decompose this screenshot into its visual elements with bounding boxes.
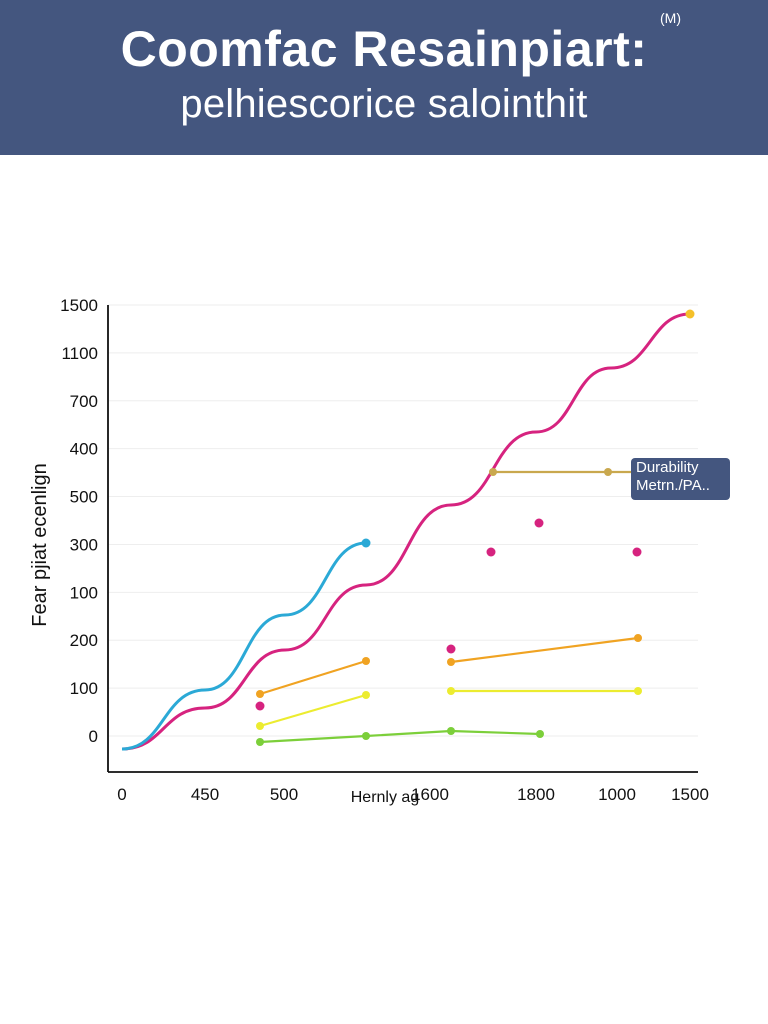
x-tick-label: 450 [191, 785, 219, 804]
y-tick-label: 400 [70, 440, 98, 459]
data-point [534, 518, 544, 528]
x-axis-label: Hernly ag [351, 789, 419, 806]
data-point [489, 468, 497, 476]
data-point [634, 634, 642, 642]
axes [107, 305, 698, 773]
y-tick-label: 200 [70, 631, 98, 650]
x-tick-label: 1800 [517, 785, 555, 804]
data-point [447, 687, 455, 695]
x-tick-label: 0 [117, 785, 126, 804]
data-point [362, 732, 370, 740]
series-segment-yellow [259, 693, 367, 728]
legend: Durability Metrn./PA.. [631, 458, 730, 500]
data-point [256, 722, 264, 730]
series-end-point [361, 538, 371, 548]
y-tick-label: 500 [70, 488, 98, 507]
legend-text-wrap: Durability Metrn./PA.. [636, 459, 710, 494]
series-end-point [685, 309, 695, 319]
x-tick-label: 1000 [598, 785, 636, 804]
y-tick-label: 300 [70, 535, 98, 554]
header-banner: Coomfac Resainpiart: pelhiescorice saloi… [0, 0, 768, 155]
y-tick-label: 100 [70, 583, 98, 602]
data-point [486, 547, 496, 557]
series-group [121, 309, 695, 751]
series-segment-orange [450, 636, 639, 664]
y-tick-label: 1100 [61, 344, 98, 363]
chart-title: Coomfac Resainpiart: [120, 21, 648, 77]
data-point [446, 644, 456, 654]
x-tick-labels: 0 450 500 1600 1800 1000 1500 [117, 785, 709, 804]
data-point [604, 468, 612, 476]
grid-lines [108, 304, 698, 737]
data-point [256, 738, 264, 746]
y-tick-label: 100 [70, 679, 98, 698]
data-point [634, 687, 642, 695]
series-line-blue [121, 541, 367, 751]
x-tick-label: 1500 [671, 785, 709, 804]
data-point [632, 547, 642, 557]
data-point [536, 730, 544, 738]
y-tick-label: 700 [70, 392, 98, 411]
x-tick-label: 500 [270, 785, 298, 804]
y-axis-label: Fear pjiat ecenlign [29, 463, 51, 626]
series-line-main [121, 312, 691, 751]
y-tick-labels: 0 100 200 100 300 500 400 700 1100 1500 [60, 296, 98, 746]
data-point [447, 727, 455, 735]
title-superscript-mark: (M) [660, 10, 681, 26]
data-point [256, 690, 264, 698]
data-point [447, 658, 455, 666]
data-point [362, 657, 370, 665]
data-point [255, 701, 265, 711]
y-tick-label: 0 [89, 727, 98, 746]
series-segment-orange [259, 659, 367, 696]
chart-subtitle: pelhiescorice salointhit [180, 82, 588, 126]
series-segment-green [259, 729, 541, 744]
legend-label: Durability Metrn./PA.. [636, 459, 710, 494]
y-tick-label: 1500 [60, 296, 98, 315]
x-tick-label: 1600 [411, 785, 449, 804]
legend-box [631, 458, 730, 500]
data-point [362, 691, 370, 699]
